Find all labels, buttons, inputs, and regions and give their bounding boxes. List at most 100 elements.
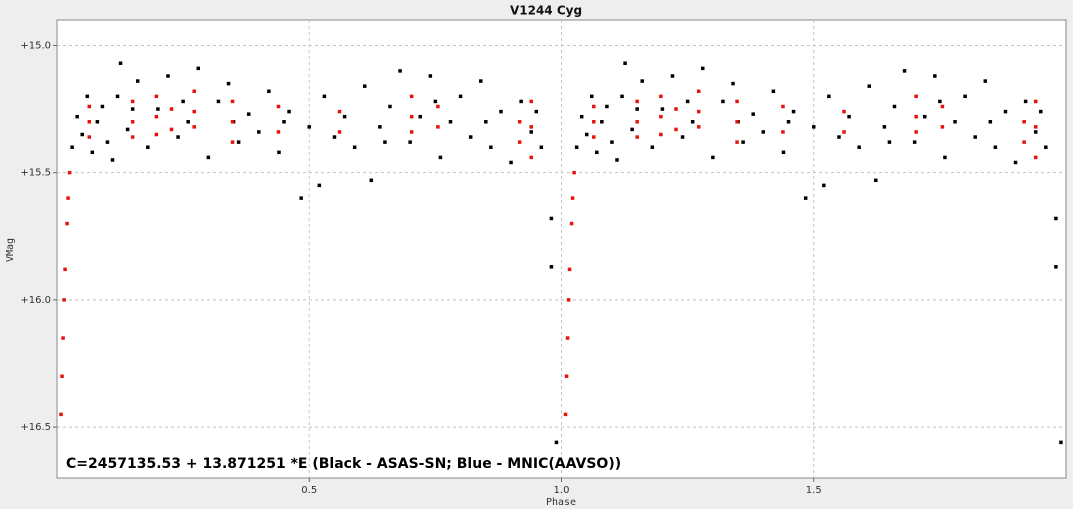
data-point: [85, 94, 90, 99]
x-tick-label: 1.0: [554, 485, 570, 496]
data-point: [721, 99, 725, 104]
data-point: [436, 125, 440, 129]
data-point: [670, 74, 675, 78]
data-point: [1039, 109, 1043, 114]
data-point: [735, 120, 739, 124]
data-point: [468, 135, 473, 139]
data-point: [438, 155, 443, 160]
data-point: [110, 158, 115, 162]
data-point: [882, 125, 887, 129]
data-point: [674, 127, 678, 132]
data-point: [95, 120, 100, 124]
x-axis-label: Phase: [546, 497, 576, 508]
data-point: [635, 99, 639, 104]
data-point: [563, 412, 568, 417]
data-point: [529, 99, 533, 104]
data-point: [409, 130, 414, 134]
data-point: [409, 114, 414, 119]
data-point: [696, 125, 701, 129]
data-point: [66, 196, 70, 200]
data-point: [803, 196, 808, 200]
data-point: [620, 94, 624, 99]
data-point: [115, 94, 120, 99]
data-point: [579, 114, 584, 119]
annotation: C=2457135.53 + 13.871251 *E (Black - ASA…: [66, 456, 621, 472]
data-point: [236, 140, 241, 144]
data-point: [983, 79, 988, 83]
data-point: [322, 94, 327, 99]
data-point: [276, 130, 281, 134]
data-point: [484, 120, 488, 124]
data-point: [847, 114, 851, 119]
data-point: [912, 140, 917, 144]
data-point: [87, 104, 92, 109]
data-point: [1013, 160, 1018, 165]
data-point: [186, 120, 190, 124]
data-point: [192, 109, 196, 114]
data-point: [938, 99, 942, 104]
data-point: [529, 125, 533, 129]
data-point: [842, 130, 846, 134]
data-point: [940, 104, 945, 109]
data-point: [1033, 125, 1038, 129]
data-point: [509, 160, 513, 165]
data-point: [169, 127, 174, 132]
data-point: [635, 107, 639, 111]
data-point: [735, 99, 739, 104]
data-point: [433, 99, 438, 104]
data-point: [635, 135, 639, 139]
data-point: [105, 140, 110, 144]
data-point: [130, 120, 135, 124]
data-point: [332, 135, 337, 139]
data-point: [383, 140, 387, 144]
data-point: [65, 221, 69, 226]
data-point: [827, 94, 831, 99]
data-point: [369, 178, 374, 183]
data-point: [246, 112, 251, 116]
data-point: [943, 155, 947, 160]
data-point: [592, 120, 596, 124]
data-point: [781, 150, 786, 155]
data-point: [100, 104, 105, 109]
data-point: [567, 267, 572, 272]
data-point: [192, 89, 196, 93]
data-point: [276, 104, 281, 109]
data-point: [448, 120, 453, 124]
data-point: [1054, 216, 1058, 221]
data-point: [154, 114, 159, 119]
data-point: [90, 150, 95, 155]
y-tick-label: +15.5: [20, 168, 51, 179]
data-point: [922, 114, 927, 119]
data-point: [735, 140, 739, 144]
data-point: [659, 132, 663, 137]
data-point: [615, 158, 619, 162]
data-point: [751, 112, 755, 116]
data-point: [564, 374, 569, 378]
data-point: [216, 99, 221, 104]
data-point: [130, 99, 135, 104]
data-point: [458, 94, 463, 99]
data-point: [60, 374, 64, 378]
y-tick-label: +16.5: [20, 422, 51, 433]
data-point: [529, 155, 533, 160]
data-point: [771, 89, 776, 93]
data-point: [574, 145, 579, 149]
data-point: [206, 155, 211, 160]
data-point: [842, 109, 846, 114]
data-point: [282, 120, 286, 124]
x-tick-label: 0.5: [301, 485, 317, 496]
data-point: [650, 145, 655, 149]
y-tick-label: +15.0: [20, 40, 51, 51]
data-point: [781, 104, 785, 109]
data-point: [489, 145, 493, 149]
data-point: [685, 99, 690, 104]
data-point: [554, 440, 559, 445]
data-point: [154, 94, 159, 99]
data-point: [61, 336, 65, 340]
x-tick-label: 1.5: [806, 485, 822, 496]
data-point: [1044, 145, 1048, 149]
data-point: [660, 107, 665, 111]
data-point: [529, 130, 533, 134]
data-point: [1022, 120, 1026, 124]
